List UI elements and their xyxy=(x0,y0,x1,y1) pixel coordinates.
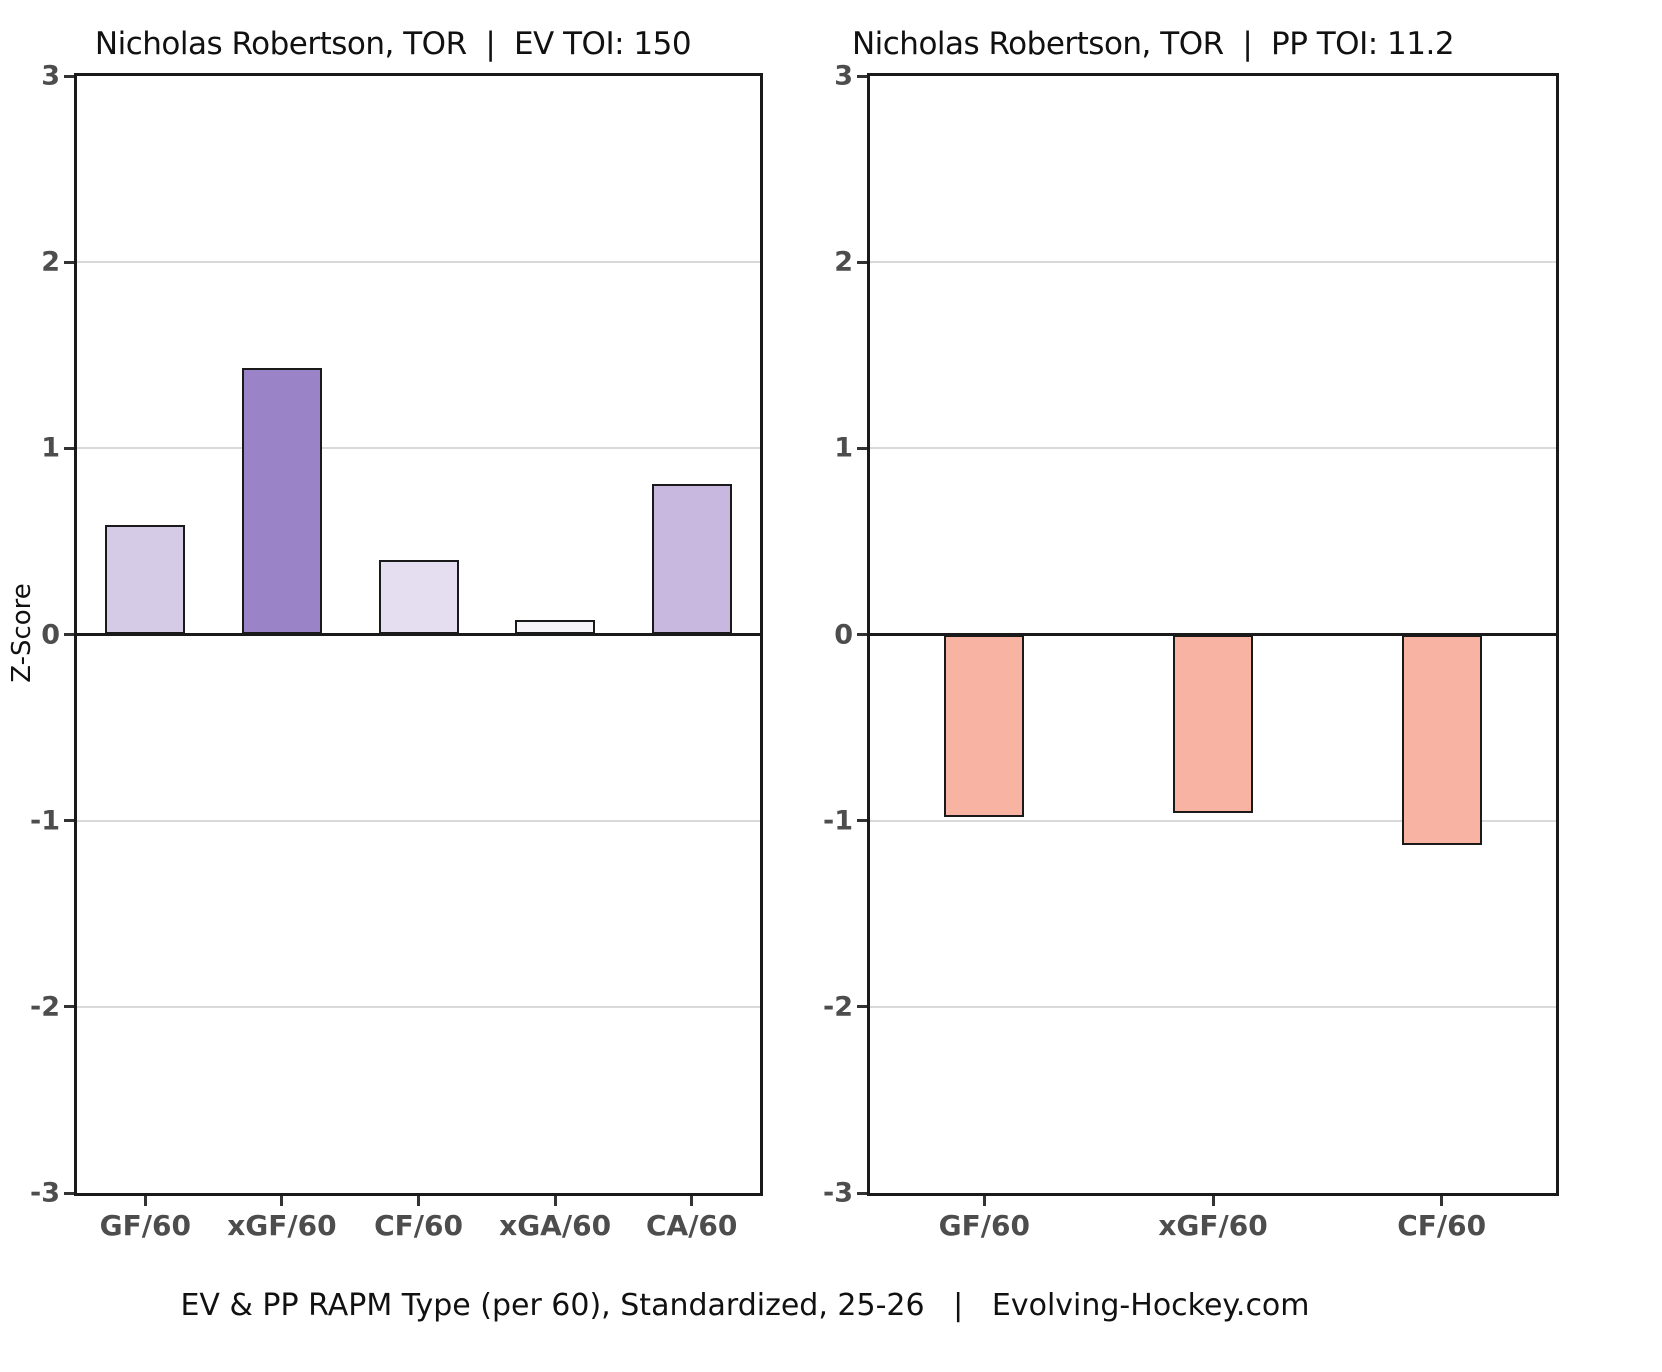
y-tick-label: 2 xyxy=(41,246,60,278)
y-axis-tick xyxy=(64,633,74,636)
x-axis-tick xyxy=(553,1196,557,1206)
y-tick-label: 3 xyxy=(41,60,60,92)
x-tick-label: xGF/60 xyxy=(227,1209,337,1242)
y-axis-tick xyxy=(64,446,74,450)
x-tick-label: CF/60 xyxy=(374,1209,463,1242)
y-axis-tick xyxy=(64,260,74,264)
y-tick-label: -1 xyxy=(30,805,60,837)
gridline xyxy=(870,261,1556,264)
x-tick-label: GF/60 xyxy=(99,1209,191,1242)
pp-chart-title: Nicholas Robertson, TOR | PP TOI: 11.2 xyxy=(851,26,1455,62)
y-tick-label: -1 xyxy=(823,805,853,837)
y-axis-tick xyxy=(64,819,74,823)
y-axis-tick xyxy=(64,1191,74,1195)
gridline xyxy=(870,1005,1556,1008)
x-tick-label: CA/60 xyxy=(645,1209,738,1242)
zero-line xyxy=(77,633,760,636)
ev-chart-title: Nicholas Robertson, TOR | EV TOI: 150 xyxy=(94,26,692,62)
x-axis-tick xyxy=(417,1196,420,1206)
y-tick-label: 1 xyxy=(834,432,853,464)
y-tick-label: 0 xyxy=(834,619,853,650)
x-axis-tick xyxy=(1440,1196,1444,1206)
y-tick-label: -2 xyxy=(823,991,853,1023)
y-axis-tick xyxy=(857,1005,867,1009)
x-axis-tick xyxy=(1211,1196,1215,1206)
ev-chart-panel: 3 2 1 0 -1 -2 -3 GF/60 xGF/60 CF/60 xGA/60 CA/60 xyxy=(30,61,763,1242)
x-axis-tick xyxy=(143,1196,147,1206)
y-axis-tick xyxy=(857,633,867,636)
y-tick-label: -3 xyxy=(30,1177,60,1209)
bar-xgf60 xyxy=(1173,634,1253,814)
y-axis-tick xyxy=(857,1191,867,1195)
y-axis-tick xyxy=(857,819,867,823)
x-axis-tick xyxy=(982,1196,986,1206)
bar-cf60 xyxy=(378,560,459,635)
y-tick-label: 2 xyxy=(834,246,853,278)
x-tick-label: xGF/60 xyxy=(1158,1209,1268,1242)
bar-xgf60 xyxy=(241,368,322,635)
gridline xyxy=(77,447,760,450)
y-axis-tick xyxy=(857,260,867,264)
y-tick-label: -2 xyxy=(30,991,60,1023)
y-axis-tick xyxy=(64,74,74,78)
y-tick-label: 3 xyxy=(834,60,853,92)
y-axis-tick xyxy=(857,446,867,450)
y-tick-label: 1 xyxy=(41,432,60,464)
bar-gf60 xyxy=(105,524,186,635)
bar-ca60 xyxy=(651,483,732,635)
figure-caption: EV & PP RAPM Type (per 60), Standardized… xyxy=(180,1288,1310,1323)
gridline xyxy=(77,819,760,822)
y-axis-tick xyxy=(64,1005,74,1009)
y-tick-label: 0 xyxy=(41,619,60,650)
x-tick-label: CF/60 xyxy=(1397,1209,1487,1242)
y-axis-tick xyxy=(857,74,867,78)
gridline xyxy=(870,447,1556,450)
x-tick-label: xGA/60 xyxy=(499,1209,612,1242)
bar-xga60 xyxy=(515,619,596,635)
bar-gf60 xyxy=(944,634,1025,817)
gridline xyxy=(870,819,1556,822)
pp-chart-panel: 3 2 1 0 -1 -2 -3 GF/60 xGF/60 CF/60 xyxy=(823,61,1559,1242)
gridline xyxy=(77,261,760,264)
gridline xyxy=(77,1005,760,1008)
x-axis-tick xyxy=(280,1196,284,1206)
y-axis-label: Z-Score xyxy=(7,583,37,683)
bar-cf60 xyxy=(1401,634,1482,845)
y-tick-label: -3 xyxy=(823,1177,853,1209)
x-axis-tick xyxy=(690,1196,694,1206)
x-tick-label: GF/60 xyxy=(938,1209,1030,1242)
